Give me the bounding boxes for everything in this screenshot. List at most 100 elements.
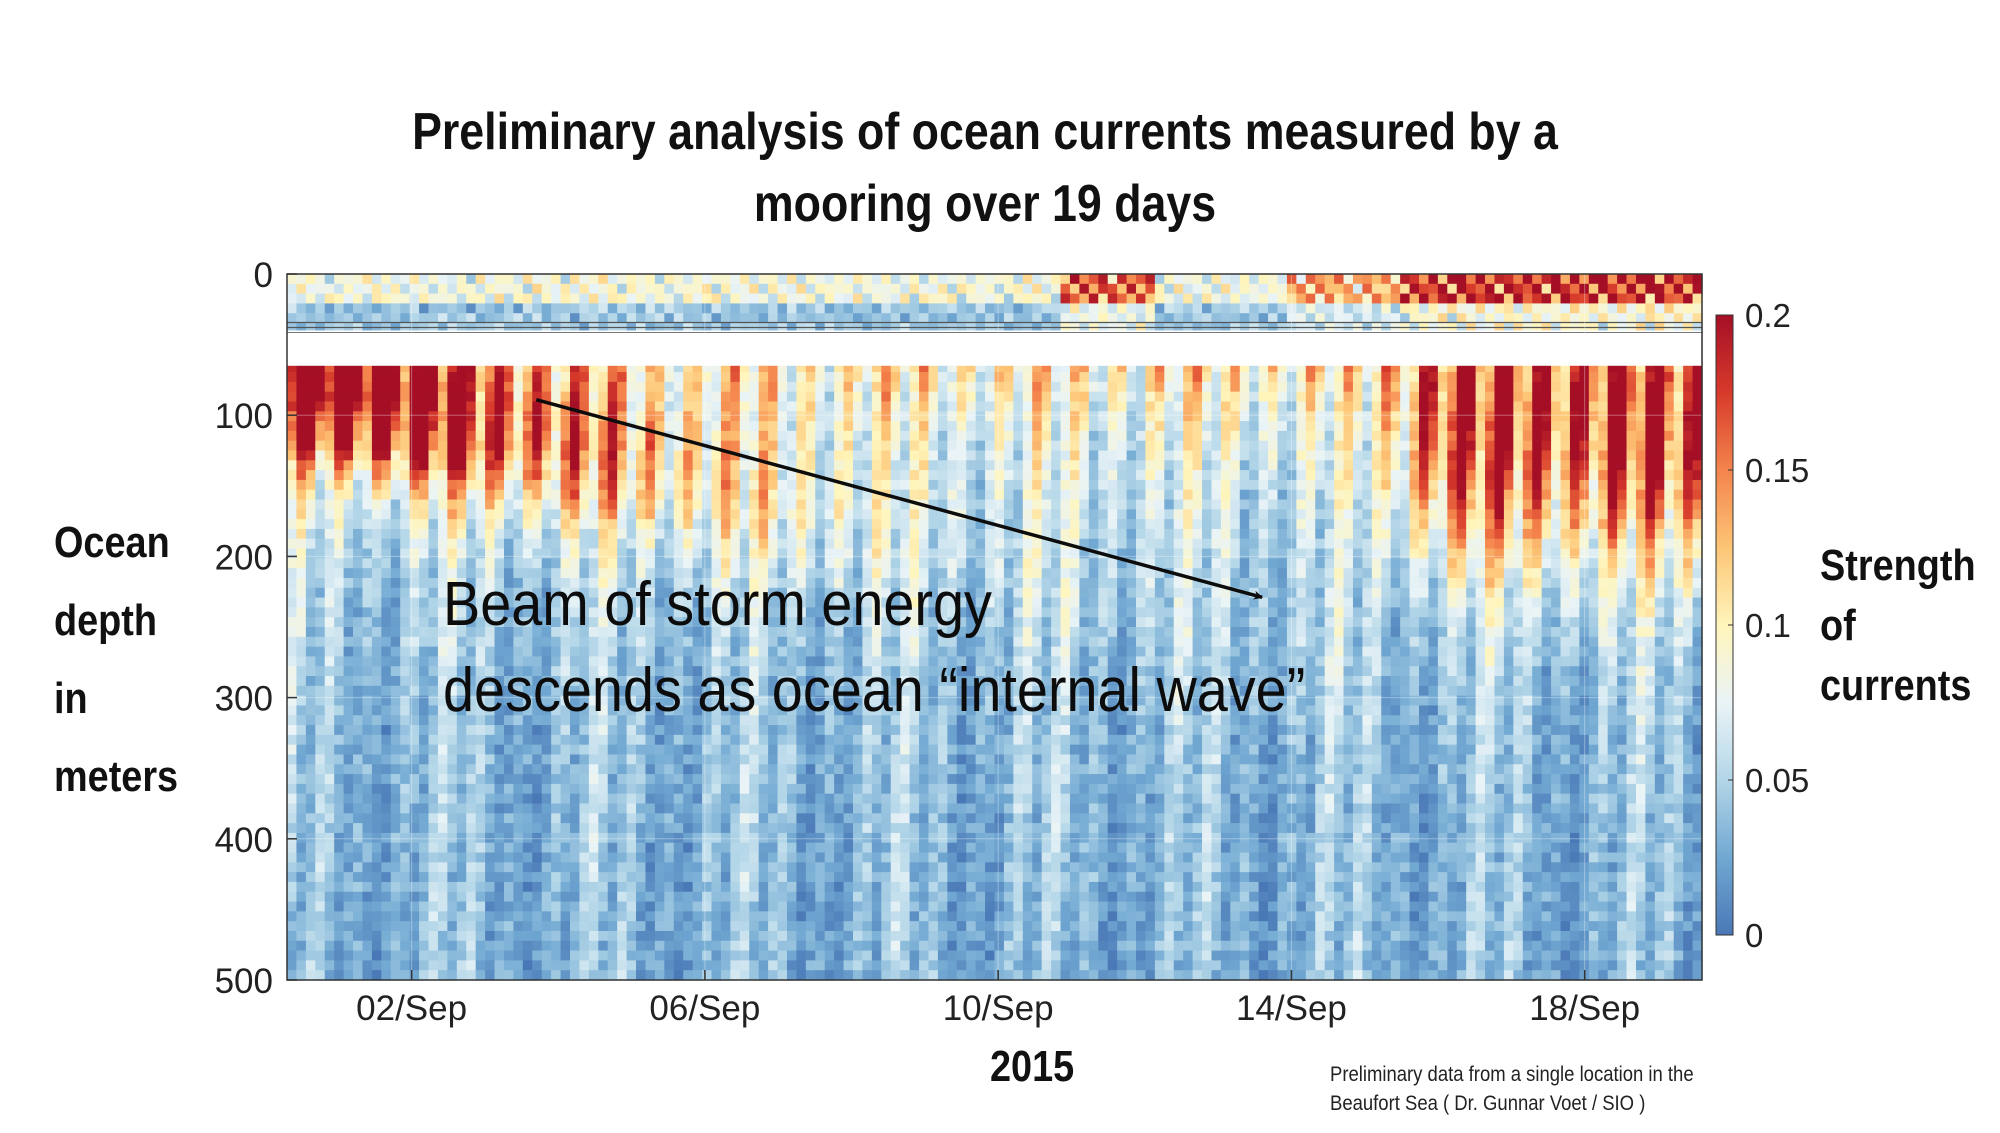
heatmap-cell [1145, 274, 1156, 285]
heatmap-cell [843, 401, 854, 412]
heatmap-cell [1315, 411, 1326, 422]
heatmap-cell [503, 538, 514, 550]
heatmap-cell [409, 401, 420, 412]
heatmap-cell [1324, 303, 1335, 314]
heatmap-cell [645, 558, 656, 569]
heatmap-cell [900, 421, 911, 432]
heatmap-cell [1551, 558, 1562, 569]
heatmap-cell [1409, 303, 1420, 314]
heatmap-cell [664, 577, 675, 589]
heatmap-cell [617, 411, 628, 422]
heatmap-cell [975, 538, 986, 550]
heatmap-cell [447, 528, 458, 540]
heatmap-cell [1447, 283, 1458, 295]
heatmap-cell [400, 362, 411, 373]
heatmap-cell [1466, 381, 1477, 393]
heatmap-cell [805, 323, 816, 334]
heatmap-cell [371, 558, 382, 569]
heatmap-cell [1692, 460, 1703, 471]
heatmap-cell [909, 460, 920, 471]
heatmap-cell [777, 509, 788, 520]
heatmap-cell [560, 450, 571, 461]
heatmap-cell [1579, 430, 1590, 442]
heatmap-cell [1088, 538, 1099, 550]
heatmap-cell [1635, 293, 1646, 305]
heatmap-cell [494, 499, 505, 510]
heatmap-cell [1136, 313, 1147, 324]
heatmap-cell [843, 538, 854, 550]
heatmap-cell [1239, 293, 1250, 305]
heatmap-cell [1098, 303, 1109, 314]
heatmap-cell [1315, 460, 1326, 471]
heatmap-cell [758, 421, 769, 432]
heatmap-cell [1485, 303, 1496, 314]
heatmap-cell [1230, 381, 1241, 393]
heatmap-cell [1305, 401, 1316, 412]
heatmap-cell [758, 479, 769, 491]
heatmap-cell [1117, 362, 1128, 373]
heatmap-cell [1598, 430, 1609, 442]
heatmap-cell [711, 401, 722, 412]
heatmap-cell [1588, 548, 1599, 559]
heatmap-cell [1522, 293, 1533, 305]
heatmap-cell [513, 293, 524, 305]
heatmap-cell [843, 381, 854, 393]
heatmap-cell [315, 293, 326, 305]
heatmap-cell [985, 489, 996, 501]
heatmap-cell [1494, 489, 1505, 501]
heatmap-cell [1239, 381, 1250, 393]
heatmap-cell [400, 538, 411, 550]
heatmap-cell [749, 558, 760, 569]
heatmap-cell [1522, 401, 1533, 412]
heatmap-cell [532, 460, 543, 471]
heatmap-cell [475, 381, 486, 393]
heatmap-cell [1485, 509, 1496, 520]
heatmap-cell [1230, 509, 1241, 520]
heatmap-cell [862, 293, 873, 305]
heatmap-cell [777, 411, 788, 422]
heatmap-cell [1098, 479, 1109, 491]
heatmap-cell [579, 303, 590, 314]
heatmap-cell [1173, 323, 1184, 334]
heatmap-cell [598, 362, 609, 373]
heatmap-cell [1400, 401, 1411, 412]
heatmap-cell [1230, 479, 1241, 491]
heatmap-cell [966, 528, 977, 540]
heatmap-cell [1305, 421, 1316, 432]
heatmap-cell [1635, 587, 1646, 599]
heatmap-cell [560, 499, 571, 510]
heatmap-cell [315, 528, 326, 540]
heatmap-cell [1654, 479, 1665, 491]
heatmap-cell [1164, 528, 1175, 540]
heatmap-cell [1428, 577, 1439, 589]
heatmap-cell [598, 548, 609, 559]
heatmap-cell [1664, 440, 1675, 452]
heatmap-cell [503, 548, 514, 559]
heatmap-cell [1532, 548, 1543, 559]
heatmap-cell [1494, 577, 1505, 589]
heatmap-cell [1447, 313, 1458, 324]
heatmap-cell [862, 362, 873, 373]
heatmap-cell [296, 323, 307, 334]
heatmap-cell [1268, 538, 1279, 550]
heatmap-cell [919, 509, 930, 520]
heatmap-cell [381, 489, 392, 501]
heatmap-cell [711, 283, 722, 295]
heatmap-cell [334, 460, 345, 471]
heatmap-cell [1296, 274, 1307, 285]
heatmap-cell [1654, 558, 1665, 569]
heatmap-cell [1305, 391, 1316, 403]
heatmap-cell [1617, 293, 1628, 305]
heatmap-cell [1419, 587, 1430, 599]
heatmap-cell [513, 450, 524, 461]
heatmap-cell [1183, 528, 1194, 540]
heatmap-cell [1324, 568, 1335, 579]
heatmap-cell [1334, 293, 1345, 305]
heatmap-cell [1107, 293, 1118, 305]
heatmap-cell [1051, 568, 1062, 579]
heatmap-cell [758, 558, 769, 569]
heatmap-cell [994, 401, 1005, 412]
heatmap-cell [409, 470, 420, 481]
heatmap-cell [1305, 313, 1316, 324]
heatmap-cell [1060, 372, 1071, 383]
